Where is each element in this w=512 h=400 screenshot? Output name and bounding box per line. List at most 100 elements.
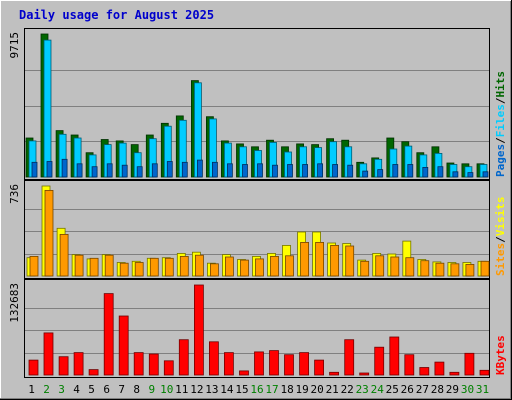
bar-kbytes <box>148 353 159 376</box>
bar-kbytes <box>479 369 490 376</box>
panel-frame <box>24 180 490 279</box>
axis-legend-label: Sites/Visits <box>494 197 507 277</box>
x-tick-label: 26 <box>401 383 414 396</box>
bar-kbytes <box>193 284 204 376</box>
bar-pages <box>467 172 474 178</box>
bar-sites <box>300 241 310 277</box>
bar-sites <box>255 258 264 277</box>
bar-pages <box>452 171 459 178</box>
x-tick-label: 3 <box>58 383 65 396</box>
bar-kbytes <box>449 371 460 376</box>
bar-sites <box>375 255 385 277</box>
bar-sites <box>104 254 114 277</box>
bar-kbytes <box>178 339 189 376</box>
axis-legend-hits: Hits <box>494 71 507 98</box>
bar-sites <box>345 245 355 277</box>
bar-sites <box>224 256 234 277</box>
bar-sites <box>435 262 445 277</box>
x-tick-label: 14 <box>220 383 234 396</box>
bar-pages <box>422 166 429 178</box>
bar-sites <box>480 260 490 277</box>
axis-legend-pages: Pages <box>494 144 507 177</box>
x-tick-label: 31 <box>476 383 489 396</box>
series-kbytes <box>28 284 490 376</box>
bar-kbytes <box>208 341 219 376</box>
axis-legend-kbytes: KBytes <box>494 335 507 375</box>
bar-pages <box>76 163 83 178</box>
panel-visits-sites: 736 Sites/Visits <box>8 180 507 279</box>
bar-pages <box>91 166 98 178</box>
y-axis-max-label: 736 <box>8 184 21 204</box>
x-tick-label: 5 <box>88 383 95 396</box>
x-tick-label: 29 <box>446 383 459 396</box>
x-tick-label: 23 <box>356 383 369 396</box>
axis-legend-separator: / <box>494 236 507 243</box>
bar-kbytes <box>118 315 129 376</box>
bar-kbytes <box>223 352 234 376</box>
bar-pages <box>31 161 38 178</box>
x-tick-label: 9 <box>148 383 155 396</box>
axis-legend-files: Files <box>494 104 507 137</box>
bar-sites <box>89 257 99 277</box>
x-tick-label: 22 <box>341 383 354 396</box>
x-tick-label: 24 <box>371 383 385 396</box>
bar-pages <box>61 158 68 178</box>
x-tick-label: 30 <box>461 383 474 396</box>
bar-pages <box>287 164 293 178</box>
bar-kbytes <box>103 293 114 376</box>
bar-sites <box>29 255 39 277</box>
bar-sites <box>194 254 204 277</box>
bar-pages <box>211 161 218 178</box>
bar-pages <box>482 171 489 178</box>
x-axis-day-labels: 1 2 3 4 5 6 7 8 9 10 11 12 13 14 15 16 17 18 19 20 21 22 23 24 2… <box>28 383 489 396</box>
bar-kbytes <box>43 332 54 376</box>
axis-legend-sites: Sites <box>494 243 507 276</box>
bar-kbytes <box>269 350 279 376</box>
series-pages <box>31 158 489 178</box>
x-tick-label: 4 <box>73 383 80 396</box>
bar-kbytes <box>73 352 84 376</box>
x-tick-label: 20 <box>310 383 323 396</box>
bar-sites <box>164 257 174 277</box>
bar-pages <box>121 164 128 178</box>
series-sites <box>29 189 490 277</box>
x-tick-label: 7 <box>118 383 125 396</box>
x-tick-label: 13 <box>205 383 218 396</box>
bar-pages <box>347 164 354 178</box>
bar-pages <box>196 159 203 178</box>
bar-sites <box>44 189 54 277</box>
bar-pages <box>392 164 399 178</box>
x-tick-label: 16 <box>250 383 263 396</box>
bar-pages <box>437 166 444 178</box>
bar-sites <box>270 255 279 277</box>
axis-legend-label: KBytes <box>494 335 507 375</box>
bar-kbytes <box>434 361 445 376</box>
x-tick-label: 15 <box>235 383 248 396</box>
bar-kbytes <box>284 354 294 376</box>
bar-pages <box>332 164 339 178</box>
bar-kbytes <box>419 367 430 376</box>
axis-legend-separator: / <box>494 137 507 144</box>
bar-sites <box>405 257 415 277</box>
bar-kbytes <box>88 369 99 376</box>
bar-sites <box>465 263 475 277</box>
x-tick-label: 8 <box>133 383 140 396</box>
bar-kbytes <box>389 336 400 376</box>
x-tick-label: 17 <box>265 383 278 396</box>
bar-kbytes <box>314 359 325 376</box>
bar-kbytes <box>133 352 144 376</box>
x-tick-label: 21 <box>326 383 339 396</box>
bar-sites <box>119 262 129 277</box>
x-tick-label: 27 <box>416 383 429 396</box>
bar-kbytes <box>329 371 340 376</box>
bar-kbytes <box>254 351 264 376</box>
bar-sites <box>74 254 84 277</box>
axis-legend-separator: / <box>494 97 507 104</box>
bar-sites <box>149 257 159 277</box>
chart-title: Daily usage for August 2025 <box>19 8 214 22</box>
x-tick-label: 12 <box>190 383 203 396</box>
bar-kbytes <box>359 372 370 376</box>
bar-pages <box>226 163 233 178</box>
